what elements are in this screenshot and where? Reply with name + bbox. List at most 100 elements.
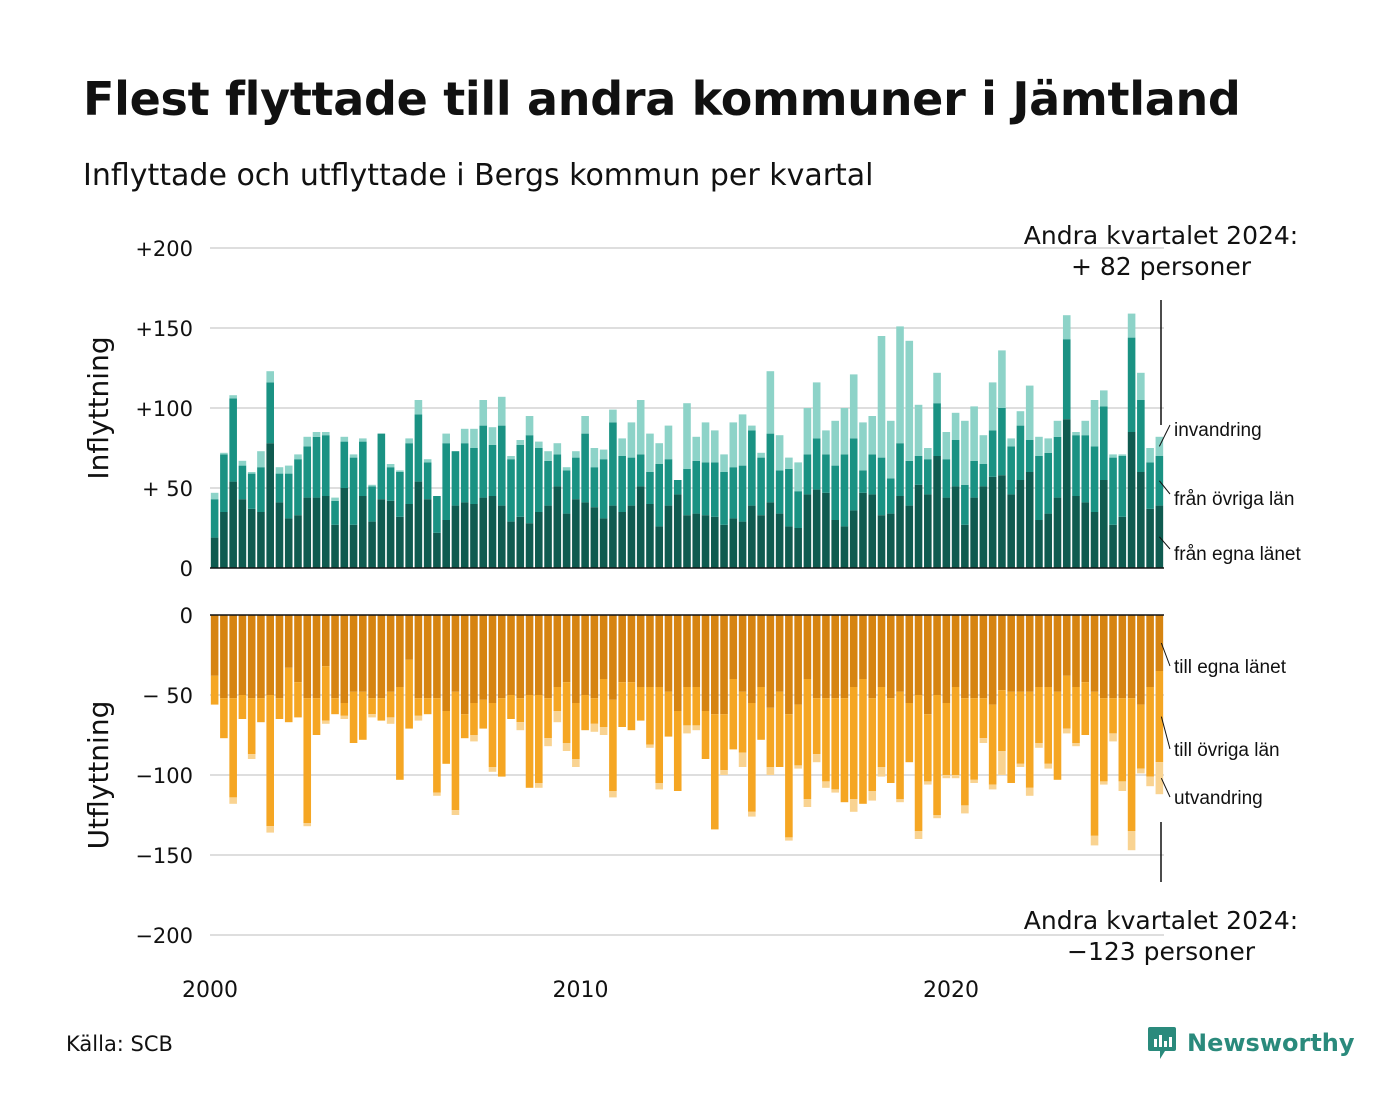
bar-segment xyxy=(933,695,941,815)
bar-segment xyxy=(636,400,645,455)
bar-segment xyxy=(905,460,914,506)
series-label-out: utvandring xyxy=(1174,788,1263,809)
series-label-in: från egna länet xyxy=(1174,544,1301,565)
bar-segment xyxy=(590,448,599,468)
bar-segment xyxy=(1044,438,1053,453)
bar-segment xyxy=(599,449,608,460)
bar-segment xyxy=(710,430,719,463)
bar-segment xyxy=(757,615,765,687)
bar-segment xyxy=(525,416,534,436)
bar-segment xyxy=(692,513,701,568)
bar-segment xyxy=(312,432,321,437)
bar-segment xyxy=(951,440,960,487)
bar-segment xyxy=(961,524,969,568)
bar-segment xyxy=(849,374,858,439)
series-label-out: till egna länet xyxy=(1174,657,1287,678)
bar-segment xyxy=(766,615,775,708)
chart-title: Flest flyttade till andra kommuner i Jäm… xyxy=(83,72,1241,126)
bar-segment xyxy=(1035,615,1043,687)
bar-segment xyxy=(544,698,552,739)
bar-segment xyxy=(1062,615,1071,676)
bar-segment xyxy=(1146,615,1154,687)
bar-segment xyxy=(1007,691,1015,783)
bar-segment xyxy=(1109,454,1117,458)
bar-segment xyxy=(988,615,997,705)
bar-segment xyxy=(849,615,858,687)
bar-segment xyxy=(1127,615,1136,699)
bar-segment xyxy=(646,504,654,568)
bar-segment xyxy=(655,526,664,568)
bar-segment xyxy=(414,481,423,568)
bar-segment xyxy=(970,460,978,498)
bar-segment xyxy=(683,725,691,734)
bar-segment xyxy=(470,504,478,568)
bar-segment xyxy=(868,615,877,699)
bar-segment xyxy=(497,505,506,568)
bar-segment xyxy=(775,513,784,568)
bar-segment xyxy=(1090,691,1099,836)
bar-segment xyxy=(831,465,839,520)
bar-segment xyxy=(396,516,404,568)
bar-segment xyxy=(488,444,497,496)
bar-segment xyxy=(266,371,274,383)
bar-segment xyxy=(460,428,469,444)
bar-segment xyxy=(998,615,1006,691)
series-leader-line xyxy=(1158,424,1171,447)
bar-segment xyxy=(525,695,534,788)
bar-segment xyxy=(729,467,738,519)
bar-segment xyxy=(924,448,932,460)
bar-segment xyxy=(979,615,988,699)
bar-segment xyxy=(1007,446,1015,495)
bar-segment xyxy=(590,615,599,699)
bar-segment xyxy=(646,687,654,745)
bar-segment xyxy=(1025,440,1034,472)
bar-segment xyxy=(822,781,830,788)
bar-segment xyxy=(738,615,747,692)
bar-segment xyxy=(377,499,386,568)
bar-segment xyxy=(1016,425,1025,480)
bar-segment xyxy=(359,496,367,568)
bar-segment xyxy=(710,615,719,715)
bar-segment xyxy=(933,615,941,695)
bar-segment xyxy=(247,473,256,509)
bar-segment xyxy=(924,615,932,715)
bar-segment xyxy=(794,765,802,769)
bar-segment xyxy=(414,698,423,716)
bar-segment xyxy=(951,615,960,687)
bar-segment xyxy=(646,433,654,472)
bar-segment xyxy=(423,499,432,568)
bar-segment xyxy=(1146,448,1154,463)
bar-segment xyxy=(877,457,886,516)
bar-segment xyxy=(840,615,849,699)
bar-segment xyxy=(1025,472,1034,568)
bar-segment xyxy=(1053,420,1062,437)
bar-segment xyxy=(692,725,701,731)
bar-segment xyxy=(1100,390,1108,407)
bar-segment xyxy=(794,528,802,568)
bar-segment xyxy=(479,615,488,700)
bar-segment xyxy=(247,754,256,759)
bar-segment xyxy=(423,462,432,500)
annotation-bottom-line1: Andra kvartalet 2024: xyxy=(1024,906,1298,935)
x-tick-label: 2010 xyxy=(552,978,608,1003)
bar-segment xyxy=(479,699,488,729)
bar-segment xyxy=(238,465,247,500)
bar-segment xyxy=(785,468,793,527)
bar-segment xyxy=(247,508,256,568)
bar-segment xyxy=(507,521,515,568)
bar-segment xyxy=(257,451,265,468)
bars-inflyttning xyxy=(210,313,1164,568)
bar-segment xyxy=(1090,446,1099,512)
bar-segment xyxy=(507,456,515,460)
bar-segment xyxy=(988,704,997,785)
bar-segment xyxy=(229,395,237,399)
bar-segment xyxy=(692,687,701,726)
bar-segment xyxy=(1155,671,1164,763)
bar-segment xyxy=(340,436,349,442)
bar-segment xyxy=(1025,615,1034,692)
bar-segment xyxy=(766,707,775,767)
bar-segment xyxy=(1155,615,1164,671)
bar-segment xyxy=(868,454,877,495)
bar-segment xyxy=(609,699,617,791)
bar-segment xyxy=(655,687,664,783)
